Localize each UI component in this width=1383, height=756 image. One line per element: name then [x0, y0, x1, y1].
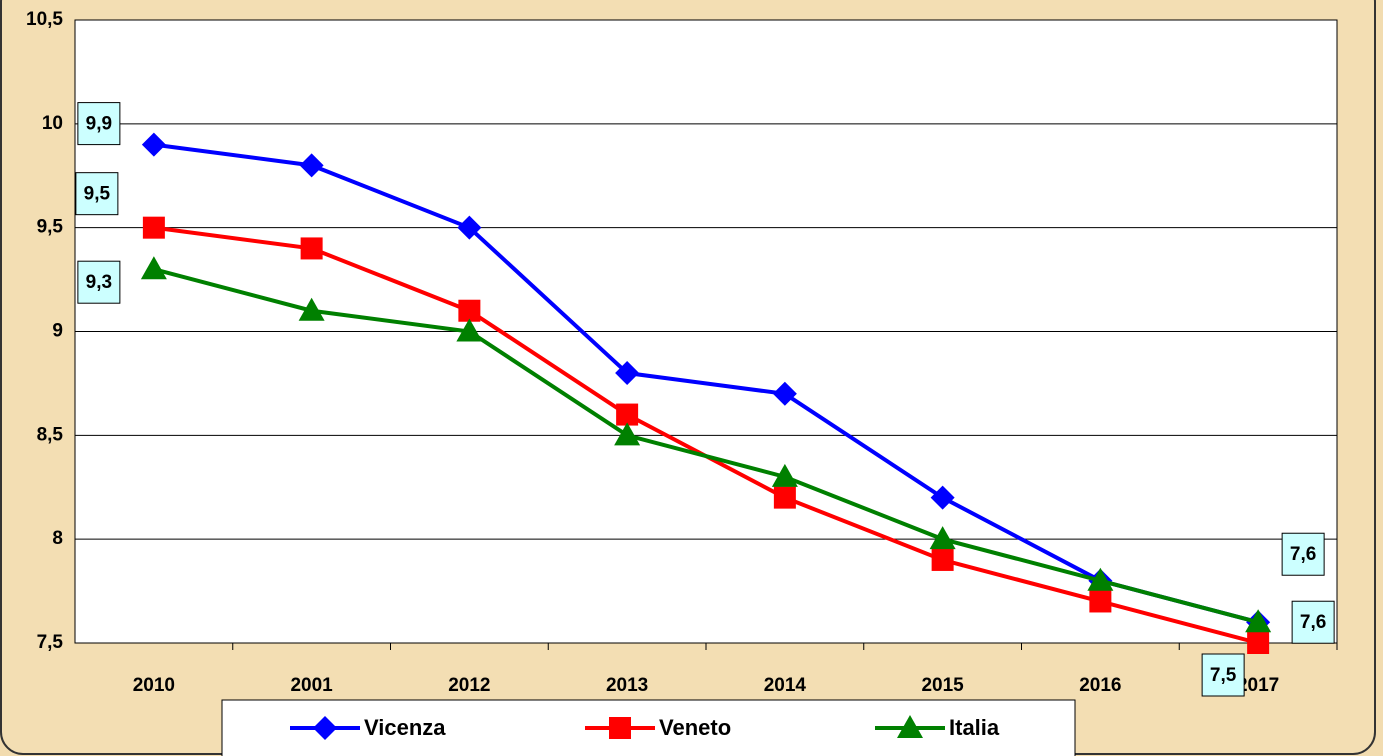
marker — [615, 361, 640, 386]
marker — [1087, 567, 1114, 591]
marker — [930, 485, 955, 510]
data-label-box — [77, 102, 121, 146]
marker — [141, 132, 166, 157]
marker — [773, 486, 796, 509]
series-line — [153, 267, 1259, 625]
marker — [614, 422, 641, 446]
data-label: 7,6 — [1290, 544, 1316, 565]
data-label: 9,5 — [84, 184, 111, 205]
y-tick-label: 7,5 — [37, 632, 64, 653]
data-label: 7,6 — [1300, 612, 1326, 633]
data-label-box — [1201, 653, 1245, 697]
legend-label: Italia — [949, 715, 1000, 740]
y-tick-label: 10 — [42, 113, 63, 134]
data-label-box — [75, 172, 119, 216]
marker — [616, 403, 639, 426]
y-tick-label: 9,5 — [37, 217, 64, 238]
series-line — [153, 142, 1259, 625]
marker — [1247, 632, 1270, 654]
marker — [299, 153, 324, 178]
data-label: 9,9 — [86, 114, 112, 135]
data-label: 9,3 — [86, 272, 112, 293]
marker — [456, 318, 483, 342]
x-tick-label: 2012 — [448, 675, 490, 696]
marker — [897, 715, 923, 738]
marker — [931, 548, 954, 571]
marker — [140, 256, 167, 280]
x-tick-label: 2001 — [290, 675, 333, 696]
x-tick-label: 2016 — [1079, 675, 1121, 696]
x-tick-label: 2017 — [1237, 675, 1279, 696]
marker — [771, 463, 798, 487]
x-tick-label: 2015 — [921, 675, 964, 696]
data-label-box — [1281, 532, 1325, 576]
marker — [1245, 609, 1272, 633]
marker — [313, 716, 337, 740]
y-tick-label: 10,5 — [26, 9, 63, 30]
marker — [457, 215, 482, 240]
y-tick-label: 8 — [52, 528, 63, 549]
y-tick-label: 9 — [52, 321, 63, 342]
marker — [609, 717, 631, 739]
marker — [1089, 590, 1112, 613]
x-tick-label: 2014 — [764, 675, 807, 696]
x-tick-label: 2013 — [606, 675, 648, 696]
legend-label: Veneto — [659, 715, 731, 740]
data-label-box — [77, 260, 121, 304]
legend-label: Vicenza — [364, 715, 446, 740]
marker — [458, 299, 481, 322]
marker — [298, 297, 325, 321]
marker — [772, 381, 797, 406]
y-tick-label: 8,5 — [37, 424, 64, 445]
data-label: 7,5 — [1210, 665, 1237, 686]
marker — [929, 526, 956, 550]
marker — [142, 216, 165, 239]
x-tick-label: 2010 — [133, 675, 175, 696]
marker — [300, 237, 323, 260]
data-label-box — [1291, 600, 1335, 644]
